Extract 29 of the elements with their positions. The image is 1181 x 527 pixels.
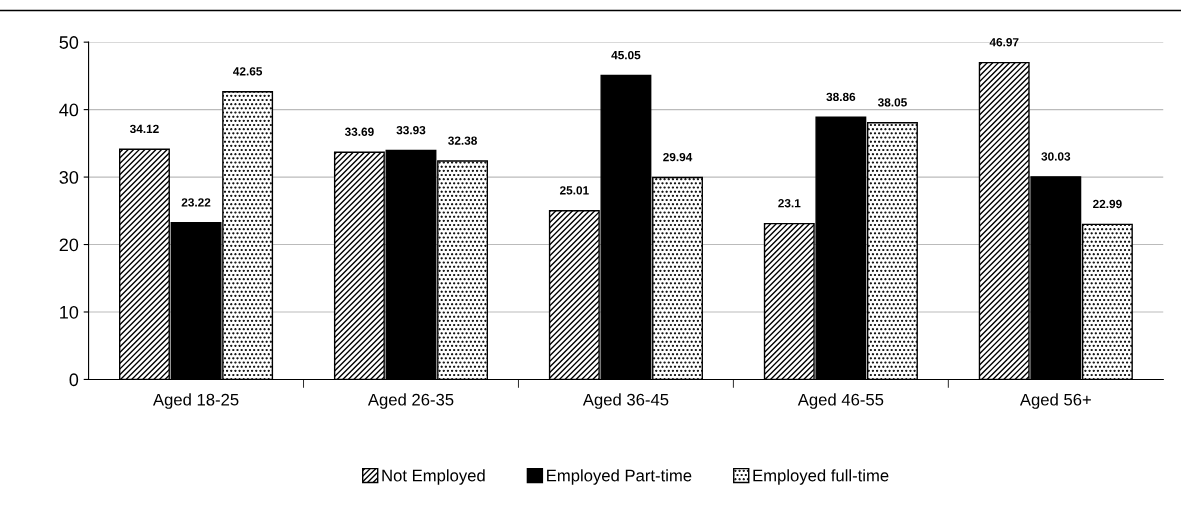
y-tick-label: 50 [59, 36, 79, 49]
data-label: 33.93 [396, 125, 426, 135]
y-tick-label: 20 [59, 238, 79, 252]
data-label: 25.01 [559, 186, 589, 195]
data-label: 38.86 [826, 92, 856, 102]
data-label: 29.94 [663, 152, 693, 162]
legend-label: Not Employed [382, 469, 485, 485]
data-label: 23.22 [181, 198, 211, 207]
data-label: 38.05 [877, 98, 907, 107]
x-tick-label: Aged 36-45 [582, 393, 669, 409]
data-label: 46.97 [989, 38, 1019, 47]
x-tick-label: Aged 18-25 [152, 393, 239, 409]
data-label: 33.69 [344, 127, 374, 136]
data-label: 30.03 [1041, 152, 1071, 161]
y-tick-label: 0 [69, 373, 79, 387]
legend-label: Employed Part-time [547, 469, 692, 485]
x-tick-label: Aged 26-35 [367, 393, 454, 409]
data-label: 23.1 [778, 199, 801, 208]
data-label: 34.12 [129, 124, 159, 134]
y-tick-label: 10 [60, 305, 79, 319]
data-label: 45.05 [611, 50, 641, 60]
y-tick-label: 30 [59, 171, 79, 184]
x-tick-label: Aged 46-55 [797, 393, 884, 409]
data-label: 32.38 [448, 136, 477, 145]
y-tick-label: 40 [59, 103, 79, 117]
legend-label: Employed full-time [753, 469, 889, 485]
x-tick-label: Aged 56+ [1019, 393, 1091, 409]
data-label: 22.99 [1093, 199, 1122, 209]
data-label: 42.65 [233, 67, 263, 76]
